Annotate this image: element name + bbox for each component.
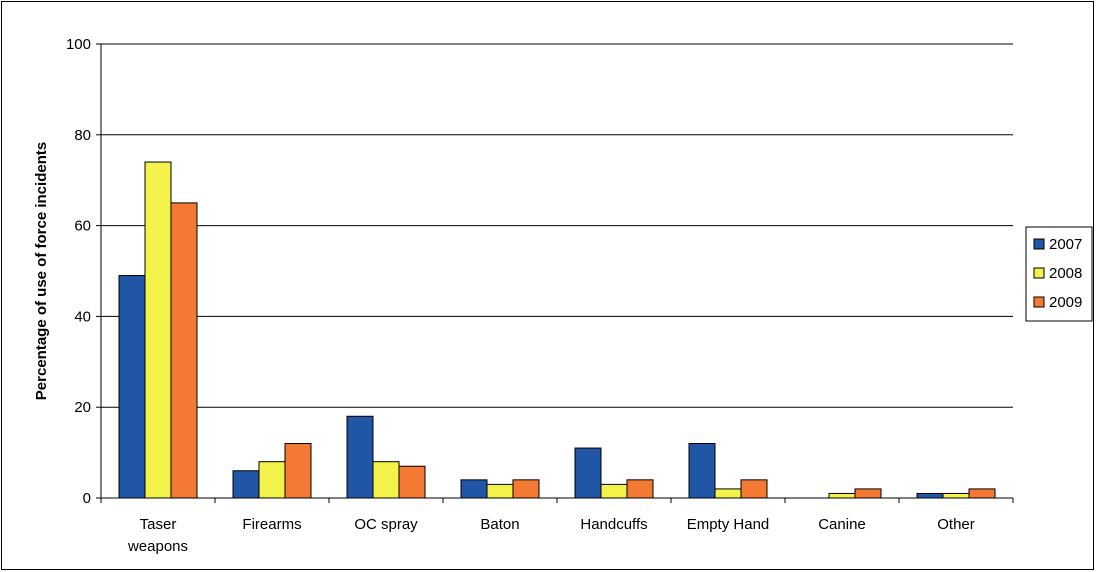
- bar-2008-other: [942, 492, 970, 499]
- x-tick-label: Firearms: [242, 516, 301, 533]
- legend-label-2008: 2008: [1049, 265, 1082, 282]
- y-tick-label: 100: [66, 36, 91, 53]
- bar-2009-handcuffs: [626, 479, 654, 499]
- bar-2009-firearms: [284, 443, 312, 499]
- bar-2008-canine: [828, 492, 856, 499]
- y-tick-label: 20: [74, 399, 91, 416]
- y-tick-label: 60: [74, 218, 91, 235]
- bar-2007-handcuffs: [574, 447, 602, 499]
- bar-2007-other: [916, 492, 944, 499]
- x-tick-label: Baton: [480, 516, 519, 533]
- y-tick-labels: 0 20 40 60 80 100: [66, 36, 91, 507]
- y-tick-label: 0: [83, 490, 91, 507]
- bar-2007-oc-spray: [346, 415, 374, 499]
- bar-2009-other: [968, 488, 996, 499]
- gridlines: [101, 43, 1013, 408]
- legend-label-2009: 2009: [1049, 294, 1082, 311]
- legend-swatch-2009: [1033, 296, 1045, 308]
- bar-2007-empty-hand: [688, 443, 716, 499]
- bars: [118, 161, 996, 499]
- bar-2007-taser-weapons: [118, 275, 146, 499]
- bar-2009-canine: [854, 488, 882, 499]
- y-tick-label: 80: [74, 127, 91, 144]
- bar-2009-oc-spray: [398, 465, 426, 499]
- legend-swatch-2007: [1033, 238, 1045, 250]
- y-axis-label: Percentage of use of force incidents: [33, 142, 50, 400]
- x-tick-label: Empty Hand: [687, 516, 770, 533]
- bar-2009-baton: [512, 479, 540, 499]
- bar-2008-oc-spray: [372, 461, 400, 499]
- x-tick-label: OC spray: [354, 516, 418, 533]
- bar-2007-baton: [460, 479, 488, 499]
- bar-2008-baton: [486, 483, 514, 499]
- bar-2008-firearms: [258, 461, 286, 499]
- axes: [96, 43, 1014, 503]
- bar-2009-taser-weapons: [170, 202, 198, 499]
- x-tick-label: Handcuffs: [580, 516, 647, 533]
- legend-swatch-2008: [1033, 267, 1045, 279]
- x-tick-label: Canine: [818, 516, 866, 533]
- x-tick-label: Other: [937, 516, 975, 533]
- bar-2009-empty-hand: [740, 479, 768, 499]
- bar-2007-firearms: [232, 470, 260, 499]
- bar-2008-taser-weapons: [144, 161, 172, 499]
- x-tick-label: Taser weapons: [127, 516, 188, 555]
- bar-2008-handcuffs: [600, 483, 628, 499]
- legend: 2007 2008 2009: [1025, 226, 1093, 322]
- bar-2008-empty-hand: [714, 488, 742, 499]
- x-tick-labels: Taser weapons Firearms OC spray Baton Handcuf…: [127, 516, 975, 555]
- legend-label-2007: 2007: [1049, 236, 1082, 253]
- y-tick-label: 40: [74, 308, 91, 325]
